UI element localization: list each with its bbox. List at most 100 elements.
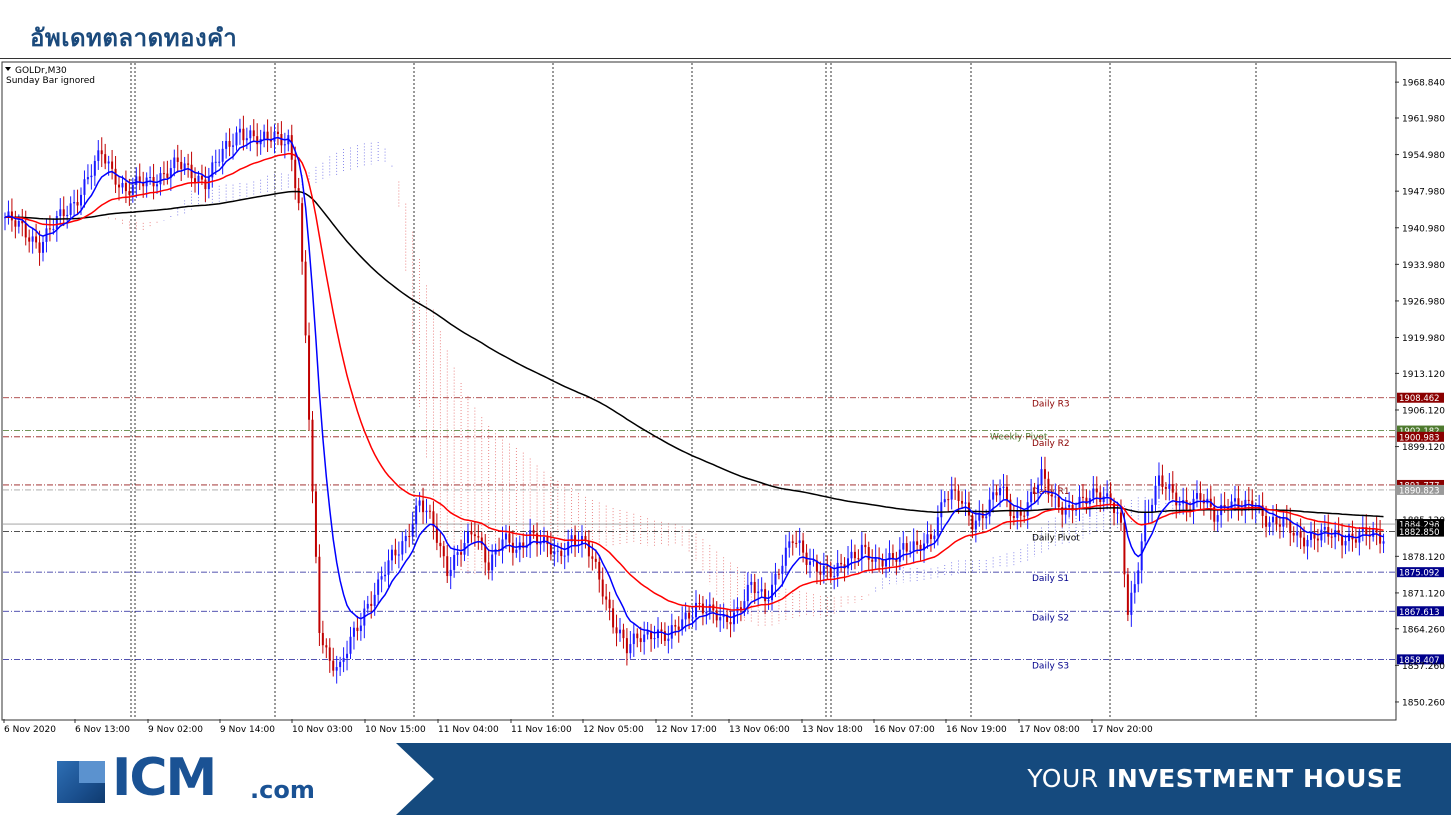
candle-body [1216,515,1219,522]
candle-body [446,556,449,577]
candle-body [342,657,345,662]
level-price-tag [1397,519,1444,530]
candle-body [795,542,798,544]
candle-body [31,236,34,242]
x-tick-label: 9 Nov 02:00 [148,725,203,735]
candle-body [929,534,932,540]
candle-body [663,631,666,641]
level-price-label: 1858.407 [1399,656,1440,666]
candle-body [670,625,673,639]
candle-body [985,516,988,519]
footer: ICM .com YOUR INVESTMENT HOUSE [0,743,1451,815]
candle-body [508,533,511,543]
candle-body [1227,507,1230,509]
candle-body [1157,475,1160,486]
x-tick-label: 17 Nov 08:00 [1019,725,1080,735]
candle-body [1316,538,1319,541]
candle-body [149,176,152,178]
candle-body [1368,535,1371,537]
candle-body [601,579,604,597]
y-tick-label: 1864.260 [1402,625,1445,635]
candle-body [1265,515,1268,527]
candle-body [812,560,815,562]
candle-body [346,653,349,658]
vertical-grid [130,63,1257,719]
candle-body [684,612,687,620]
candle-body [321,632,324,646]
candle-body [328,647,331,661]
candle-body [118,184,121,188]
candle-body [1199,493,1202,500]
x-tick-label: 11 Nov 16:00 [511,725,572,735]
candle-body [1071,505,1074,511]
candle-body [473,534,476,537]
candle-body [1040,469,1043,485]
candle-body [1050,494,1053,497]
candle-body [1012,516,1015,519]
candle-body [1299,531,1302,538]
candle-body [798,540,801,543]
candle-body [1306,539,1309,547]
candle-body [608,599,611,609]
candle-body [681,619,684,630]
candle-body [933,535,936,540]
candle-body [719,617,722,621]
candle-body [802,540,805,553]
candle-body [290,135,293,160]
candle-body [902,543,905,550]
y-tick-label: 1913.120 [1402,370,1445,380]
candle-body [28,237,31,242]
candle-body [356,627,359,632]
candle-body [1061,507,1064,515]
candle-body [950,489,953,500]
candle-body [549,544,552,555]
plot-frame [1,61,1397,721]
candle-body [204,179,207,190]
candle-body [1064,507,1067,515]
candle-body [1375,528,1378,533]
candle-body [1382,541,1385,544]
y-tick-label: 1954.980 [1402,151,1445,161]
page-title: อัพเดทตลาดทองคำ [30,24,238,52]
candle-body [76,202,79,206]
candle-body [308,335,311,420]
candle-body [822,565,825,575]
level-name: Daily S2 [1032,613,1069,623]
candle-body [1323,526,1326,530]
dropdown-triangle-icon[interactable] [5,67,11,71]
candle-body [80,194,83,206]
candle-body [335,667,338,671]
candle-body [432,511,435,527]
candle-body [688,612,691,619]
candle-body [536,533,539,545]
candle-body [1140,541,1143,571]
candle-body [93,160,96,176]
candle-body [750,581,753,585]
candle-body [62,209,65,217]
candle-body [1296,531,1299,536]
level-price-tag [1397,484,1444,495]
candle-body [394,549,397,556]
candle-body [1095,488,1098,493]
candle-body [529,530,532,546]
candle-body [553,551,556,555]
candle-body [477,536,480,538]
candle-body [428,510,431,512]
candle-body [1057,496,1060,508]
candle-body [214,161,217,163]
candle-body [777,573,780,575]
candle-body [1320,529,1323,541]
candle-body [1005,486,1008,500]
candle-body [1164,487,1167,489]
candle-body [618,629,621,634]
candle-body [439,542,442,547]
level-price-tag [1397,606,1444,617]
candle-body [1354,539,1357,543]
candle-body [857,558,860,560]
tagline: YOUR INVESTMENT HOUSE [1027,764,1403,793]
candle-body [14,220,17,227]
candle-body [753,581,756,594]
candle-body [194,178,197,183]
candle-body [384,574,387,577]
candle-body [59,209,62,217]
